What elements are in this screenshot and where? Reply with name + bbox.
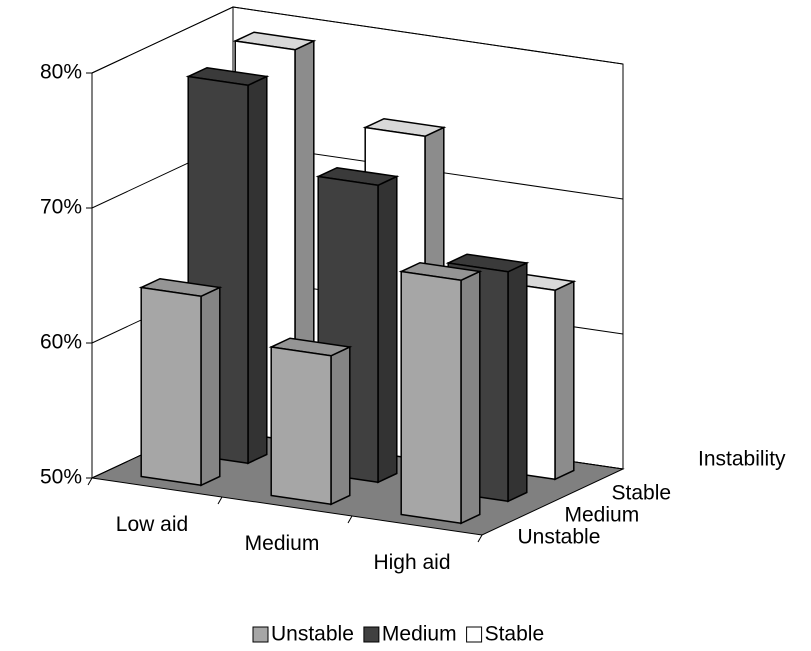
x-tick-label: Low aid: [116, 513, 188, 536]
legend-swatch: [252, 626, 269, 643]
bar-side: [460, 270, 481, 525]
legend-swatch: [363, 626, 380, 643]
y-tick-label: 70%: [40, 196, 82, 219]
x-tick-label: Medium: [245, 532, 320, 555]
x-tick: [217, 496, 223, 505]
x-tick: [347, 515, 353, 524]
bar-side: [247, 75, 268, 465]
y-tick-label: 80%: [40, 61, 82, 84]
bar-side: [330, 345, 351, 506]
legend-label: Stable: [485, 623, 545, 646]
x-tick-label: High aid: [373, 551, 450, 574]
bar-side: [377, 175, 398, 484]
y-tick-label: 50%: [40, 466, 82, 489]
depth-axis-title: Instability: [698, 448, 786, 471]
bar-side: [554, 280, 575, 481]
bar: [270, 346, 332, 506]
depth-tick-label: Medium: [565, 504, 640, 527]
legend-label: Medium: [382, 623, 457, 646]
x-tick: [477, 534, 483, 543]
bar-side: [200, 286, 221, 487]
bar-side: [507, 261, 528, 503]
bar: [140, 286, 202, 487]
depth-tick-label: Stable: [612, 482, 672, 505]
legend-swatch: [466, 626, 483, 643]
y-tick-label: 60%: [40, 331, 82, 354]
x-tick: [87, 477, 93, 486]
legend-label: Unstable: [271, 623, 354, 646]
depth-tick-label: Unstable: [518, 526, 601, 549]
bar: [400, 270, 462, 525]
grid-line: [91, 6, 624, 74]
